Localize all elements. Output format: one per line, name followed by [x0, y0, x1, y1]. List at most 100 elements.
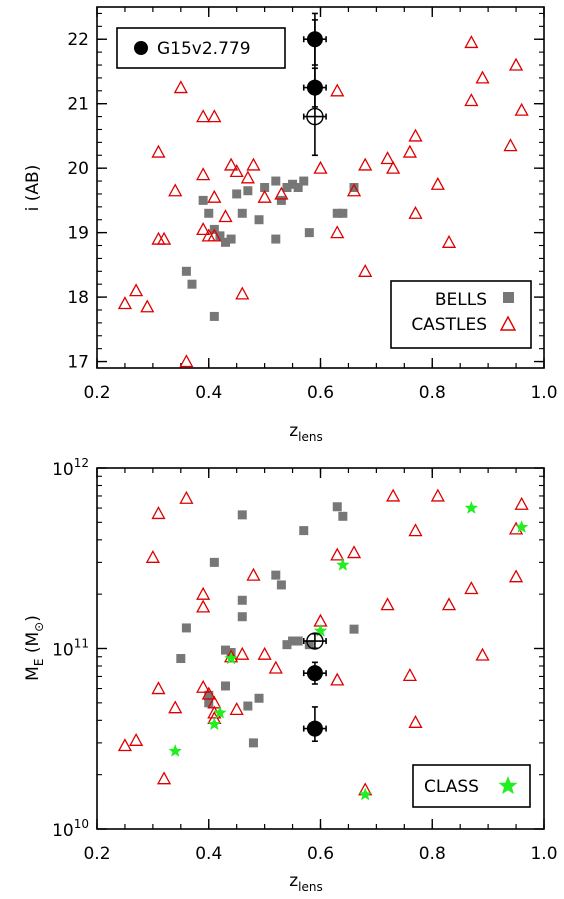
lower-bells-point — [181, 623, 191, 633]
upper-castles-point — [257, 189, 272, 203]
lower-castles-point — [386, 488, 401, 502]
lower-bells-point — [304, 640, 314, 650]
lower-castles-point — [464, 581, 479, 595]
upper-bells-point — [349, 183, 359, 192]
lower-class-point — [336, 558, 350, 571]
upper-bells-point — [288, 179, 298, 189]
upper-castles-point — [313, 160, 328, 174]
upper-bells-point — [221, 237, 231, 247]
lower-xtick-label: 0.4 — [195, 844, 222, 864]
lower-ytick-label: 1011 — [52, 637, 89, 661]
lower-ticks: 0.2 0.4 0.6 0.8 1.0 1010 1011 1012 — [52, 456, 557, 864]
upper-castles-point — [475, 70, 490, 84]
upper-castles-point — [346, 183, 362, 197]
upper-bells-point — [232, 189, 242, 199]
lower-castles-point — [441, 597, 457, 611]
upper-castles-point — [173, 80, 188, 94]
lower-ylabel-main: M — [23, 666, 43, 681]
lower-castles-point — [430, 488, 445, 502]
lower-castles-point — [408, 714, 423, 728]
lower-bells-point — [237, 595, 247, 605]
lower-bells-point — [332, 502, 342, 512]
lower-panel: 0.2 0.4 0.6 0.8 1.0 1010 1011 1012 ME (M⊙) zlen… — [23, 456, 558, 894]
lower-legend-class-marker — [498, 776, 518, 795]
lower-castles-point — [196, 679, 211, 693]
upper-castles-point — [464, 93, 479, 107]
lower-xtick-label: 0.6 — [307, 844, 334, 864]
lower-bells-point — [288, 636, 298, 646]
lower-ylabel-end: ) — [23, 615, 43, 622]
lower-legend-class-box — [412, 764, 531, 808]
upper-legend-g15-label: G15v2.779 — [157, 39, 251, 59]
lower-class-point — [213, 705, 227, 719]
lower-xlabel-sub: lens — [298, 880, 323, 894]
upper-castles-point — [330, 225, 345, 239]
lower-class-point — [358, 787, 372, 801]
upper-castles-point — [196, 167, 211, 181]
upper-castles-point — [196, 222, 211, 236]
lower-class-point — [207, 717, 221, 730]
upper-ytick-label: 17 — [67, 353, 89, 373]
lower-bells-point — [282, 640, 292, 650]
upper-legend-datasets: BELLS CASTLES — [390, 280, 532, 349]
upper-castles-point — [240, 170, 255, 184]
upper-ytick-label: 20 — [67, 159, 89, 179]
upper-castles-point — [503, 138, 518, 152]
upper-castles-point — [386, 160, 401, 174]
upper-bells-point — [181, 266, 191, 276]
upper-bells-point — [204, 208, 214, 218]
lower-xlabel: zlens — [289, 871, 323, 894]
upper-castles-point — [330, 83, 345, 97]
lower-castles-point — [346, 545, 362, 559]
upper-castles-point — [514, 102, 529, 116]
upper-castles-point — [464, 35, 479, 49]
lower-ylabel-sun: ⊙ — [32, 622, 46, 632]
upper-ytick-label: 22 — [67, 30, 89, 50]
upper-castles-point — [246, 157, 261, 171]
lower-castles-point — [151, 681, 166, 695]
upper-bells-point — [209, 311, 219, 321]
upper-g15-open-point — [306, 107, 324, 126]
lower-xtick-label: 0.8 — [419, 844, 446, 864]
upper-bells-point — [260, 183, 270, 192]
upper-xtick-label: 0.6 — [307, 383, 334, 403]
lower-class-point — [313, 624, 328, 637]
lower-castles-point — [156, 771, 172, 785]
lower-bells-point — [293, 636, 303, 646]
upper-xtick-label: 1.0 — [530, 383, 557, 403]
upper-castles-point — [207, 228, 222, 242]
upper-castles-point — [408, 205, 423, 219]
lower-castles-point — [268, 660, 283, 674]
upper-castles-point — [508, 57, 524, 71]
upper-castles-point — [207, 109, 222, 123]
upper-bells-point — [215, 231, 225, 241]
lower-bells-point — [176, 654, 186, 664]
lower-marks — [117, 488, 529, 801]
lower-bells-point — [338, 511, 348, 521]
lower-castles-point — [408, 523, 423, 537]
lower-ylabel-tail: (M — [23, 632, 43, 659]
upper-ticks: 0.2 0.4 0.6 0.8 1.0 17 18 19 20 21 22 — [67, 7, 558, 403]
lower-g15-point — [306, 665, 323, 682]
lower-castles-point — [257, 646, 272, 660]
lower-castles-point — [229, 702, 244, 716]
lower-bells-point — [254, 693, 264, 703]
upper-bells-point — [293, 183, 303, 192]
lower-bells-point — [271, 570, 281, 580]
upper-castles-point — [380, 151, 395, 165]
upper-legend-bells-label: BELLS — [435, 290, 487, 310]
lower-xlabel-main: z — [289, 871, 298, 891]
upper-legend-bells-marker — [503, 292, 514, 303]
upper-castles-point — [229, 164, 244, 178]
upper-bells-point — [237, 208, 247, 218]
upper-ylabel: i (AB) — [23, 165, 43, 212]
upper-bells-point — [304, 228, 314, 238]
upper-legend-g15-marker — [134, 41, 148, 55]
lower-castles-point — [151, 506, 166, 520]
upper-castles-point — [156, 231, 172, 245]
lower-ylabel: ME (M⊙) — [23, 615, 46, 681]
lower-castles-point — [402, 667, 417, 681]
upper-castles-point — [151, 144, 166, 158]
upper-castles-point — [274, 186, 289, 200]
